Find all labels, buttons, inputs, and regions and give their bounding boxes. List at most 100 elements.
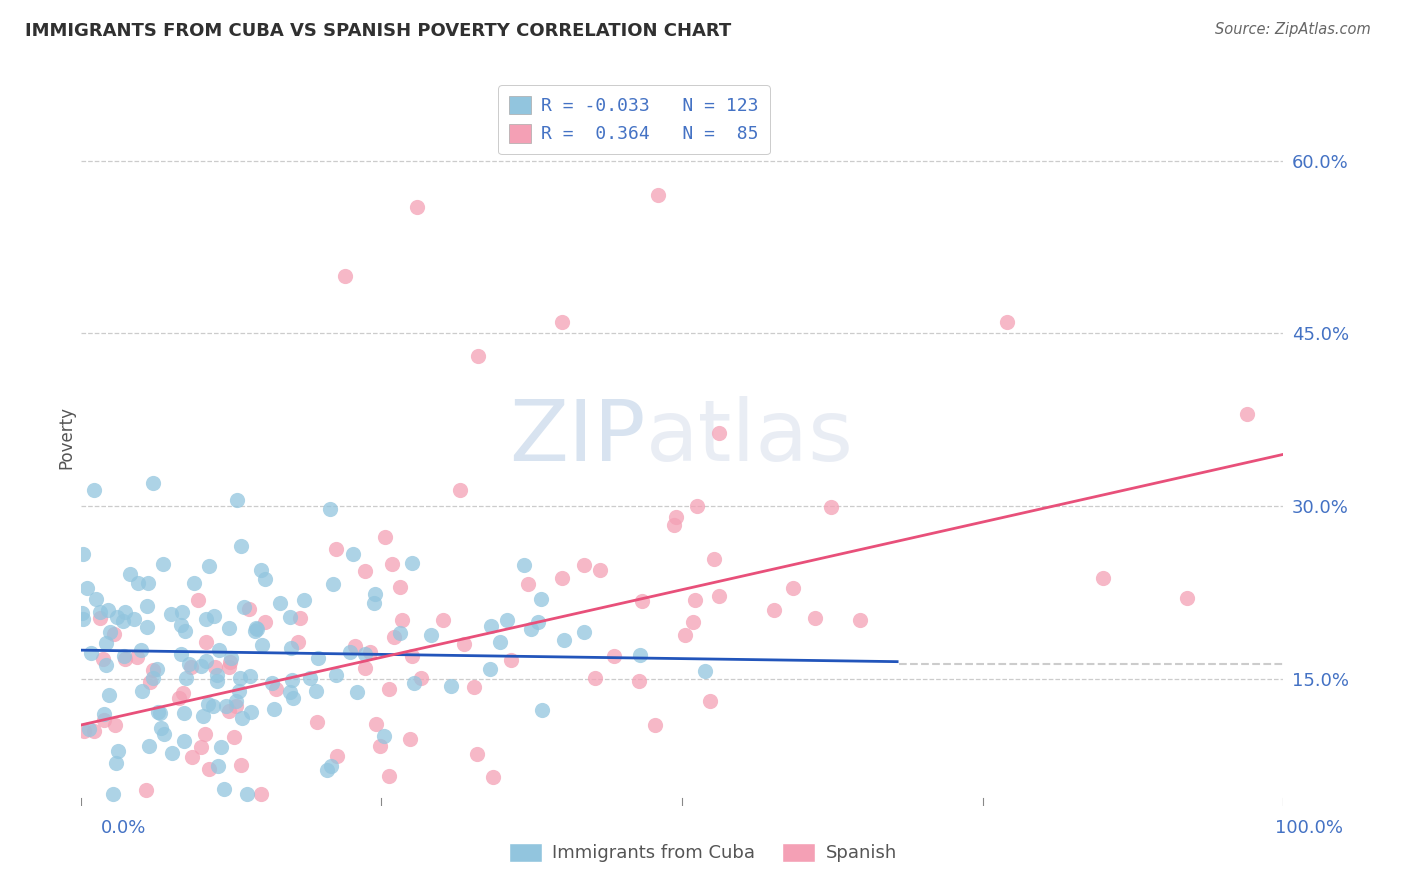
Point [131, 683, 153, 698]
Point [240, 706, 263, 720]
Text: IMMIGRANTS FROM CUBA VS SPANISH POVERTY CORRELATION CHART: IMMIGRANTS FROM CUBA VS SPANISH POVERTY … [25, 22, 731, 40]
Point [305, 684, 328, 698]
Point [112, 649, 135, 664]
Point [478, 662, 501, 676]
Point [174, 624, 197, 638]
Point [526, 615, 548, 630]
Point [307, 715, 329, 730]
Point [763, 603, 786, 617]
Legend: R = -0.033   N = 123, R =  0.364   N =  85: R = -0.033 N = 123, R = 0.364 N = 85 [498, 85, 769, 154]
Point [628, 648, 651, 662]
Point [299, 671, 322, 685]
Point [278, 685, 301, 699]
Point [93, 714, 115, 728]
Text: atlas: atlas [645, 395, 853, 479]
Point [170, 647, 193, 661]
Point [207, 758, 229, 772]
Point [104, 756, 127, 771]
Point [489, 635, 512, 649]
Legend: Immigrants from Cuba, Spanish: Immigrants from Cuba, Spanish [502, 836, 904, 870]
Point [250, 638, 273, 652]
Point [225, 694, 247, 708]
Point [589, 563, 612, 577]
Point [225, 699, 247, 714]
Point [93, 652, 115, 666]
Point [682, 615, 704, 629]
Point [378, 769, 401, 783]
Point [377, 682, 399, 697]
Point [96, 603, 118, 617]
Point [381, 557, 404, 571]
Point [363, 596, 385, 610]
Point [364, 717, 387, 731]
Point [170, 618, 193, 632]
Point [243, 624, 266, 638]
Point [105, 610, 128, 624]
Text: 100.0%: 100.0% [1275, 819, 1343, 837]
Point [287, 635, 309, 649]
Point [80, 647, 103, 661]
Point [530, 592, 553, 607]
Point [141, 671, 163, 685]
Point [391, 613, 413, 627]
Point [673, 628, 696, 642]
Point [346, 684, 368, 698]
Point [72, 612, 94, 626]
Point [325, 542, 347, 557]
Point [463, 681, 485, 695]
Point [432, 613, 454, 627]
Point [152, 558, 174, 572]
Point [342, 547, 364, 561]
Point [409, 671, 432, 685]
Point [354, 661, 377, 675]
Point [665, 509, 688, 524]
Point [135, 599, 157, 613]
Point [205, 673, 228, 688]
Point [603, 648, 626, 663]
Point [204, 660, 226, 674]
Point [183, 576, 205, 591]
Point [516, 576, 538, 591]
Point [553, 632, 575, 647]
Point [849, 614, 872, 628]
Point [76, 581, 98, 595]
Point [142, 476, 165, 491]
Point [209, 739, 232, 754]
Point [335, 268, 357, 283]
Point [465, 747, 488, 761]
Point [253, 615, 276, 629]
Point [262, 676, 284, 690]
Point [551, 315, 574, 329]
Point [180, 660, 202, 674]
Point [374, 530, 396, 544]
Point [114, 605, 136, 619]
Point [173, 733, 195, 747]
Point [111, 614, 134, 628]
Point [238, 602, 260, 616]
Point [136, 576, 159, 591]
Point [782, 582, 804, 596]
Point [574, 625, 596, 640]
Point [322, 577, 344, 591]
Point [253, 573, 276, 587]
Point [388, 580, 411, 594]
Point [194, 654, 217, 668]
Point [142, 663, 165, 677]
Point [135, 620, 157, 634]
Point [229, 539, 252, 553]
Point [84, 592, 107, 607]
Point [170, 605, 193, 619]
Point [703, 551, 725, 566]
Point [519, 622, 541, 636]
Point [232, 599, 254, 614]
Point [98, 689, 121, 703]
Point [628, 673, 651, 688]
Point [195, 611, 218, 625]
Point [364, 587, 387, 601]
Point [644, 718, 666, 732]
Point [120, 566, 142, 581]
Point [292, 592, 315, 607]
Point [1236, 407, 1258, 421]
Point [245, 621, 267, 635]
Point [399, 731, 422, 746]
